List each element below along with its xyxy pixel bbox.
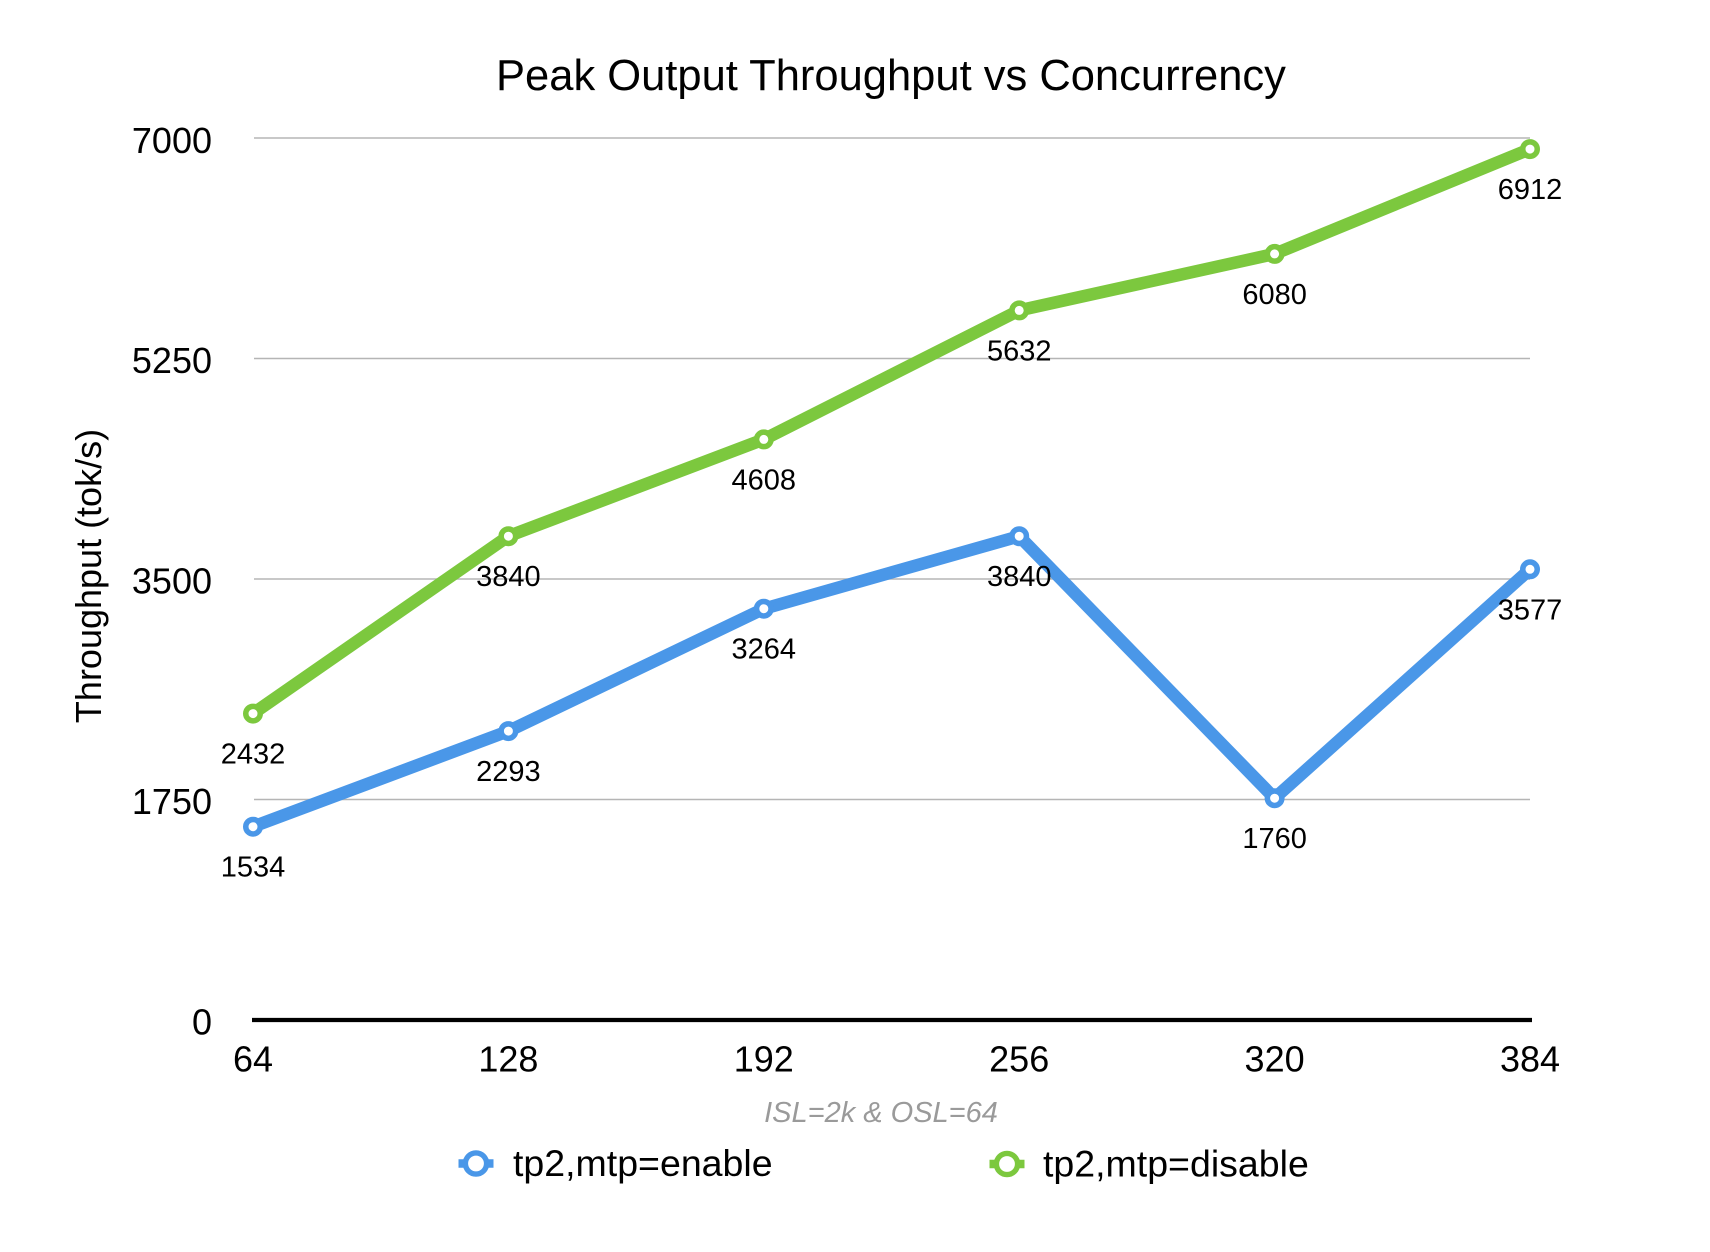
svg-text:128: 128 bbox=[478, 1039, 538, 1080]
svg-text:5632: 5632 bbox=[987, 335, 1052, 367]
svg-text:3577: 3577 bbox=[1498, 594, 1563, 626]
svg-text:320: 320 bbox=[1245, 1039, 1305, 1080]
svg-text:3500: 3500 bbox=[132, 561, 212, 602]
svg-text:7000: 7000 bbox=[132, 120, 212, 161]
svg-text:1750: 1750 bbox=[132, 781, 212, 822]
svg-text:ISL=2k & OSL=64: ISL=2k & OSL=64 bbox=[764, 1097, 998, 1129]
svg-text:4608: 4608 bbox=[732, 464, 797, 496]
svg-text:5250: 5250 bbox=[132, 340, 212, 381]
svg-text:Peak Output Throughput vs Conc: Peak Output Throughput vs Concurrency bbox=[496, 52, 1286, 100]
svg-text:1760: 1760 bbox=[1242, 823, 1307, 855]
svg-text:64: 64 bbox=[233, 1039, 273, 1080]
svg-text:Throughput (tok/s): Throughput (tok/s) bbox=[68, 429, 109, 723]
svg-text:3840: 3840 bbox=[476, 561, 541, 593]
svg-text:2432: 2432 bbox=[221, 739, 286, 771]
svg-text:0: 0 bbox=[192, 1002, 212, 1043]
svg-text:384: 384 bbox=[1500, 1039, 1560, 1080]
svg-text:tp2,mtp=enable: tp2,mtp=enable bbox=[513, 1142, 773, 1184]
svg-text:2293: 2293 bbox=[476, 756, 541, 788]
svg-text:192: 192 bbox=[734, 1039, 794, 1080]
svg-text:3840: 3840 bbox=[987, 561, 1052, 593]
svg-text:3264: 3264 bbox=[732, 634, 797, 666]
svg-text:1534: 1534 bbox=[221, 852, 286, 884]
svg-text:tp2,mtp=disable: tp2,mtp=disable bbox=[1043, 1143, 1309, 1185]
svg-text:6080: 6080 bbox=[1242, 279, 1307, 311]
svg-text:6912: 6912 bbox=[1498, 174, 1563, 206]
svg-text:256: 256 bbox=[989, 1039, 1049, 1080]
